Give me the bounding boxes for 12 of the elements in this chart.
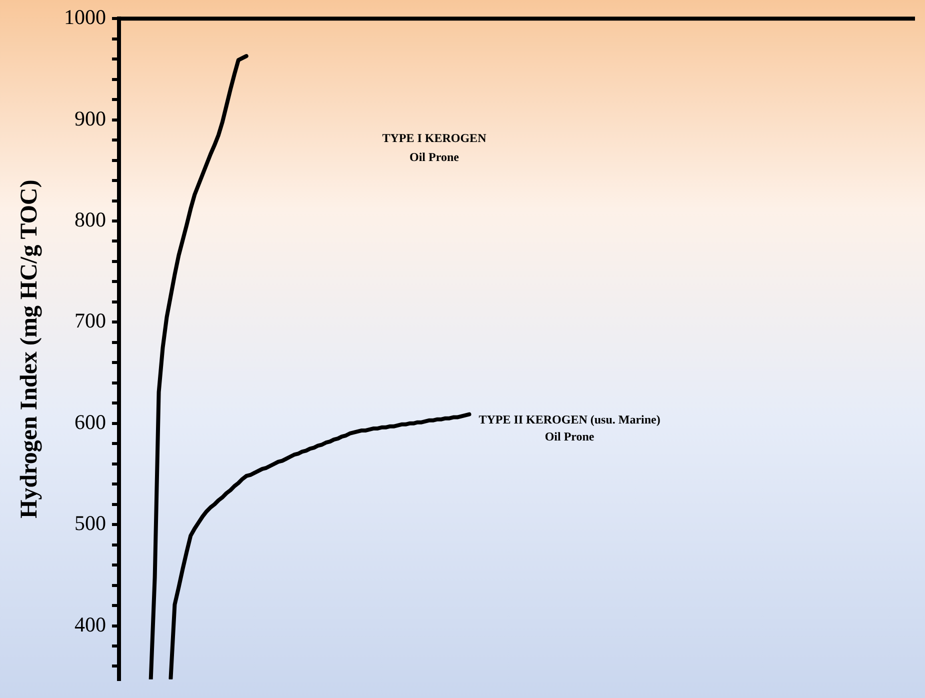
y-tick-label: 700 bbox=[74, 308, 106, 333]
annotation: TYPE II KEROGEN (usu. Marine) bbox=[478, 412, 660, 426]
annotation: Oil Prone bbox=[409, 150, 460, 164]
annotation: Oil Prone bbox=[544, 430, 595, 444]
y-axis-title: Hydrogen Index (mg HC/g TOC) bbox=[16, 180, 44, 518]
y-tick-label: 600 bbox=[74, 410, 106, 434]
y-tick-label: 400 bbox=[74, 612, 106, 636]
y-tick-label: 900 bbox=[74, 106, 106, 130]
annotation: TYPE I KEROGEN bbox=[382, 130, 487, 145]
y-tick-label: 500 bbox=[74, 511, 106, 536]
y-tick-label: 800 bbox=[74, 208, 106, 232]
y-tick-label: 1000 bbox=[64, 5, 106, 30]
